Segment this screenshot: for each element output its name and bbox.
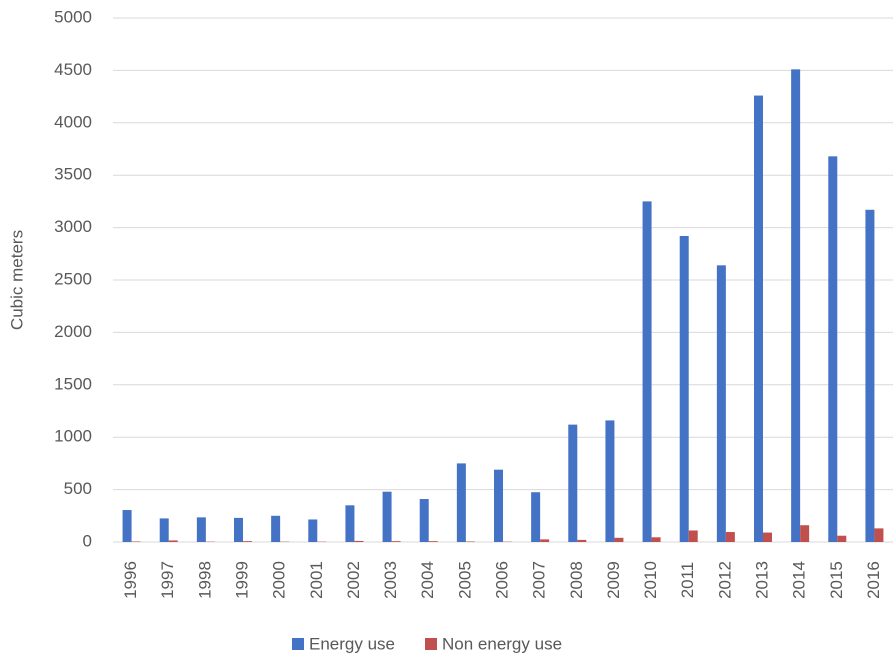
bar	[196, 517, 206, 542]
legend-label: Energy use	[309, 634, 395, 653]
bar	[465, 541, 475, 542]
y-axis-title: Cubic meters	[7, 230, 26, 330]
y-tick-label: 2000	[54, 322, 92, 341]
bar	[308, 519, 318, 542]
bar	[874, 528, 884, 542]
bar	[382, 491, 392, 542]
x-tick-label: 2009	[604, 561, 623, 599]
y-tick-label: 3000	[54, 217, 92, 236]
bar	[391, 541, 401, 542]
bar	[605, 420, 615, 542]
x-tick-label: 2001	[307, 561, 326, 599]
x-tick-label: 2002	[344, 561, 363, 599]
y-tick-label: 500	[64, 479, 92, 498]
bar	[688, 530, 698, 542]
y-tick-label: 1000	[54, 427, 92, 446]
x-tick-label: 2010	[641, 561, 660, 599]
x-tick-label: 2000	[270, 561, 289, 599]
legend-label: Non energy use	[442, 634, 562, 653]
bar	[243, 541, 252, 542]
bar	[577, 539, 587, 542]
y-tick-label: 4000	[54, 112, 92, 131]
bar	[456, 463, 466, 542]
x-tick-label: 1997	[158, 561, 177, 599]
bar	[568, 424, 578, 542]
x-tick-label: 2008	[567, 561, 586, 599]
x-tick-label: 1998	[195, 561, 214, 599]
x-tick-label: 2015	[827, 561, 846, 599]
x-tick-label: 2011	[678, 562, 697, 599]
bar	[419, 499, 429, 542]
bar	[754, 95, 763, 542]
legend-swatch	[425, 638, 437, 650]
bar	[614, 537, 624, 542]
x-tick-label: 2016	[864, 561, 883, 599]
bar	[651, 537, 661, 542]
bar	[131, 541, 141, 542]
bar	[494, 469, 503, 542]
x-tick-label: 2004	[418, 561, 437, 599]
bar	[271, 515, 281, 542]
x-tick-label: 2006	[492, 561, 511, 599]
y-tick-label: 5000	[54, 7, 92, 26]
bar	[234, 517, 243, 542]
bar	[828, 156, 838, 542]
bar	[168, 540, 178, 542]
bar	[716, 265, 726, 542]
x-tick-label: 1999	[232, 561, 251, 599]
x-tick-label: 1996	[121, 561, 140, 599]
x-tick-label: 2005	[455, 561, 474, 599]
y-tick-label: 2500	[54, 269, 92, 288]
x-tick-label: 2003	[381, 561, 400, 599]
bar	[642, 201, 652, 542]
bar	[345, 505, 355, 542]
x-tick-label: 2014	[790, 561, 809, 599]
y-tick-label: 3500	[54, 165, 92, 184]
y-tick-label: 1500	[54, 374, 92, 393]
bar	[679, 235, 689, 542]
bar	[837, 535, 847, 542]
bar	[800, 525, 810, 542]
x-tick-label: 2012	[715, 561, 734, 599]
x-tick-label: 2013	[752, 561, 771, 599]
bar	[865, 209, 875, 542]
bar	[428, 541, 438, 542]
bar	[122, 510, 132, 542]
legend-swatch	[292, 638, 304, 650]
y-tick-label: 0	[83, 531, 92, 550]
bar	[763, 532, 772, 542]
bar	[791, 69, 801, 543]
bar	[540, 539, 550, 542]
y-tick-label: 4500	[54, 60, 92, 79]
bar	[159, 518, 169, 542]
bar	[531, 492, 541, 542]
bar	[354, 540, 364, 542]
x-tick-label: 2007	[530, 561, 549, 599]
bar	[725, 532, 735, 542]
